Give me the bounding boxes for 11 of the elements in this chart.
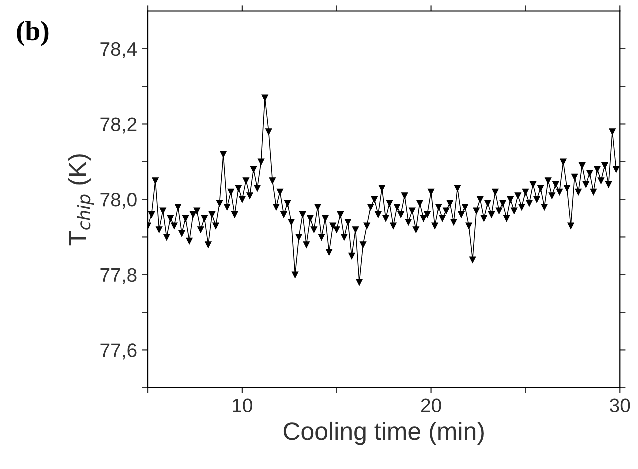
y-tick-label: 77,6 — [100, 344, 137, 360]
x-tick-label: 10 — [233, 398, 252, 413]
y-tick-label: 77,8 — [100, 268, 137, 284]
x-tick-label: 30 — [610, 398, 630, 413]
y-axis-title: T$_{chip}$ (K) — [68, 154, 94, 246]
y-tick-label: 78,0 — [100, 193, 137, 210]
x-axis-title: Cooling time (min) — [284, 422, 484, 446]
text: (b) — [17, 21, 49, 46]
y-tick-label: 78,2 — [100, 118, 137, 134]
x-tick-label: 20 — [421, 398, 442, 413]
y-tick-label: 78,4 — [100, 42, 138, 58]
